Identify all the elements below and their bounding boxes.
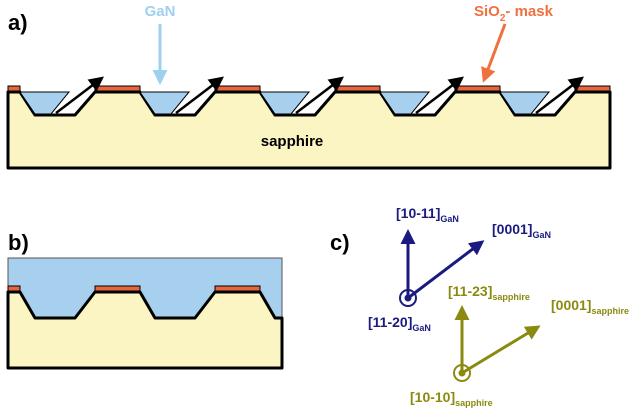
diagram: a) GaN SiO2- mask sapphire b) c) [10-11]…: [0, 0, 642, 418]
mask: [215, 286, 260, 291]
mask: [95, 86, 140, 91]
panel-label: a): [8, 10, 28, 35]
axis-arrow: [462, 327, 538, 373]
dir-main: [11-23]: [448, 283, 492, 299]
dir-sub: sapphire: [455, 398, 493, 408]
direction-label: [11-20]GaN: [368, 314, 431, 333]
mask: [95, 286, 140, 291]
direction-label: [0001]GaN: [492, 221, 551, 240]
substrate-label: sapphire: [261, 133, 324, 150]
mask-rest: - mask: [505, 3, 553, 20]
mask: [215, 86, 260, 91]
mask: [575, 86, 610, 91]
dir-sub: sapphire: [591, 306, 629, 316]
dir-sub: sapphire: [492, 292, 530, 302]
dir-main: [0001]: [492, 221, 532, 237]
dir-sub: GaN: [532, 230, 551, 240]
direction-label: [11-23]sapphire: [448, 283, 530, 302]
panel-b: [8, 258, 282, 368]
mask: [335, 86, 380, 91]
gan-label: GaN: [145, 3, 176, 20]
dir-main: [10-11]: [396, 205, 440, 221]
direction-label: [10-11]GaN: [396, 205, 459, 224]
mask-label: SiO2- mask: [474, 3, 554, 24]
panel-a: [8, 78, 610, 168]
mask: [455, 86, 500, 91]
dir-main: [0001]: [551, 297, 591, 313]
sapphire-axes: [454, 308, 538, 381]
mask: [8, 86, 20, 91]
direction-label: [10-10]sapphire: [410, 389, 493, 408]
panel-label: c): [330, 230, 350, 255]
dir-main: [11-20]: [368, 314, 412, 330]
direction-label: [0001]sapphire: [551, 297, 629, 316]
mask-main: SiO: [474, 3, 500, 20]
mask-pointer: [484, 24, 505, 80]
dir-sub: GaN: [440, 214, 459, 224]
mask: [8, 286, 20, 291]
dir-sub: GaN: [412, 323, 431, 333]
panel-label: b): [8, 230, 29, 255]
dir-main: [10-10]: [410, 389, 455, 405]
